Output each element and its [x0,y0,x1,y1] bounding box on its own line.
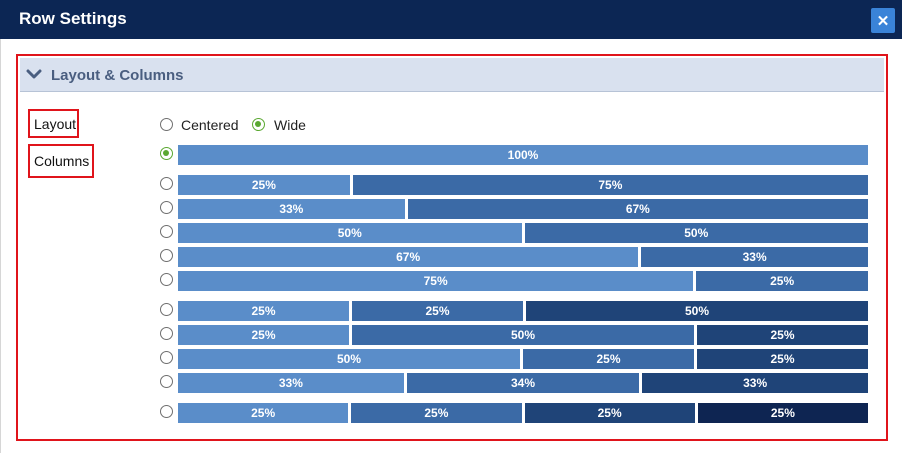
column-option-radio[interactable] [160,177,173,190]
column-segment: 75% [178,271,694,291]
column-segment: 25% [178,175,350,195]
column-option-radio[interactable] [160,405,173,418]
layout-radio-centered[interactable] [160,118,173,131]
column-segment: 25% [697,349,868,369]
column-layout-option[interactable]: 25% 50% 25% [178,325,868,345]
column-segment: 50% [526,301,868,321]
column-option-radio[interactable] [160,351,173,364]
column-segment: 25% [697,403,868,423]
column-segment: 25% [696,271,868,291]
column-segment: 33% [641,247,868,267]
column-segment: 25% [523,349,694,369]
column-segment: 50% [524,223,868,243]
column-layout-option[interactable]: 50% 50% [178,223,868,243]
column-option-radio[interactable] [160,273,173,286]
column-layout-option[interactable]: 25% 25% 50% [178,301,868,321]
column-layout-option[interactable]: 25% 25% 25% 25% [178,403,868,423]
column-segment: 50% [352,325,694,345]
column-segment: 67% [407,199,868,219]
column-segment: 25% [352,301,523,321]
column-segment: 25% [178,403,349,423]
layout-option-centered-label: Centered [181,117,239,133]
layout-radio-wide[interactable] [252,118,265,131]
dialog-title: Row Settings [19,9,127,28]
column-option-radio[interactable] [160,225,173,238]
column-segment: 33% [178,373,404,393]
column-segment: 25% [351,403,522,423]
column-segment: 34% [406,373,640,393]
columns-label: Columns [28,144,94,178]
close-button[interactable]: ✕ [871,8,895,33]
column-option-radio[interactable] [160,147,173,160]
column-option-radio[interactable] [160,201,173,214]
column-segment: 33% [178,199,405,219]
layout-option-wide-label: Wide [274,117,306,133]
chevron-down-icon [26,69,42,79]
column-segment: 100% [178,145,868,165]
column-segment: 75% [352,175,868,195]
close-icon: ✕ [876,12,890,30]
title-bar: Row Settings ✕ [0,0,902,39]
column-layout-option[interactable]: 75% 25% [178,271,868,291]
column-option-radio[interactable] [160,375,173,388]
column-option-radio[interactable] [160,303,173,316]
column-segment: 25% [178,301,349,321]
column-segment: 25% [697,325,868,345]
column-option-radio[interactable] [160,249,173,262]
column-layout-option[interactable]: 33% 34% 33% [178,373,868,393]
column-segment: 25% [178,325,349,345]
layout-label: Layout [28,109,79,138]
column-segment: 25% [524,403,695,423]
column-layout-option[interactable]: 67% 33% [178,247,868,267]
column-segment: 67% [178,247,639,267]
column-segment: 33% [642,373,868,393]
column-layout-option[interactable]: 50% 25% 25% [178,349,868,369]
column-layout-option[interactable]: 25% 75% [178,175,868,195]
column-segment: 50% [178,349,520,369]
section-title: Layout & Columns [51,67,184,84]
column-option-radio[interactable] [160,327,173,340]
section-header[interactable]: Layout & Columns [20,58,884,92]
column-layout-option[interactable]: 100% [178,145,868,165]
column-segment: 50% [178,223,522,243]
column-layout-option[interactable]: 33% 67% [178,199,868,219]
